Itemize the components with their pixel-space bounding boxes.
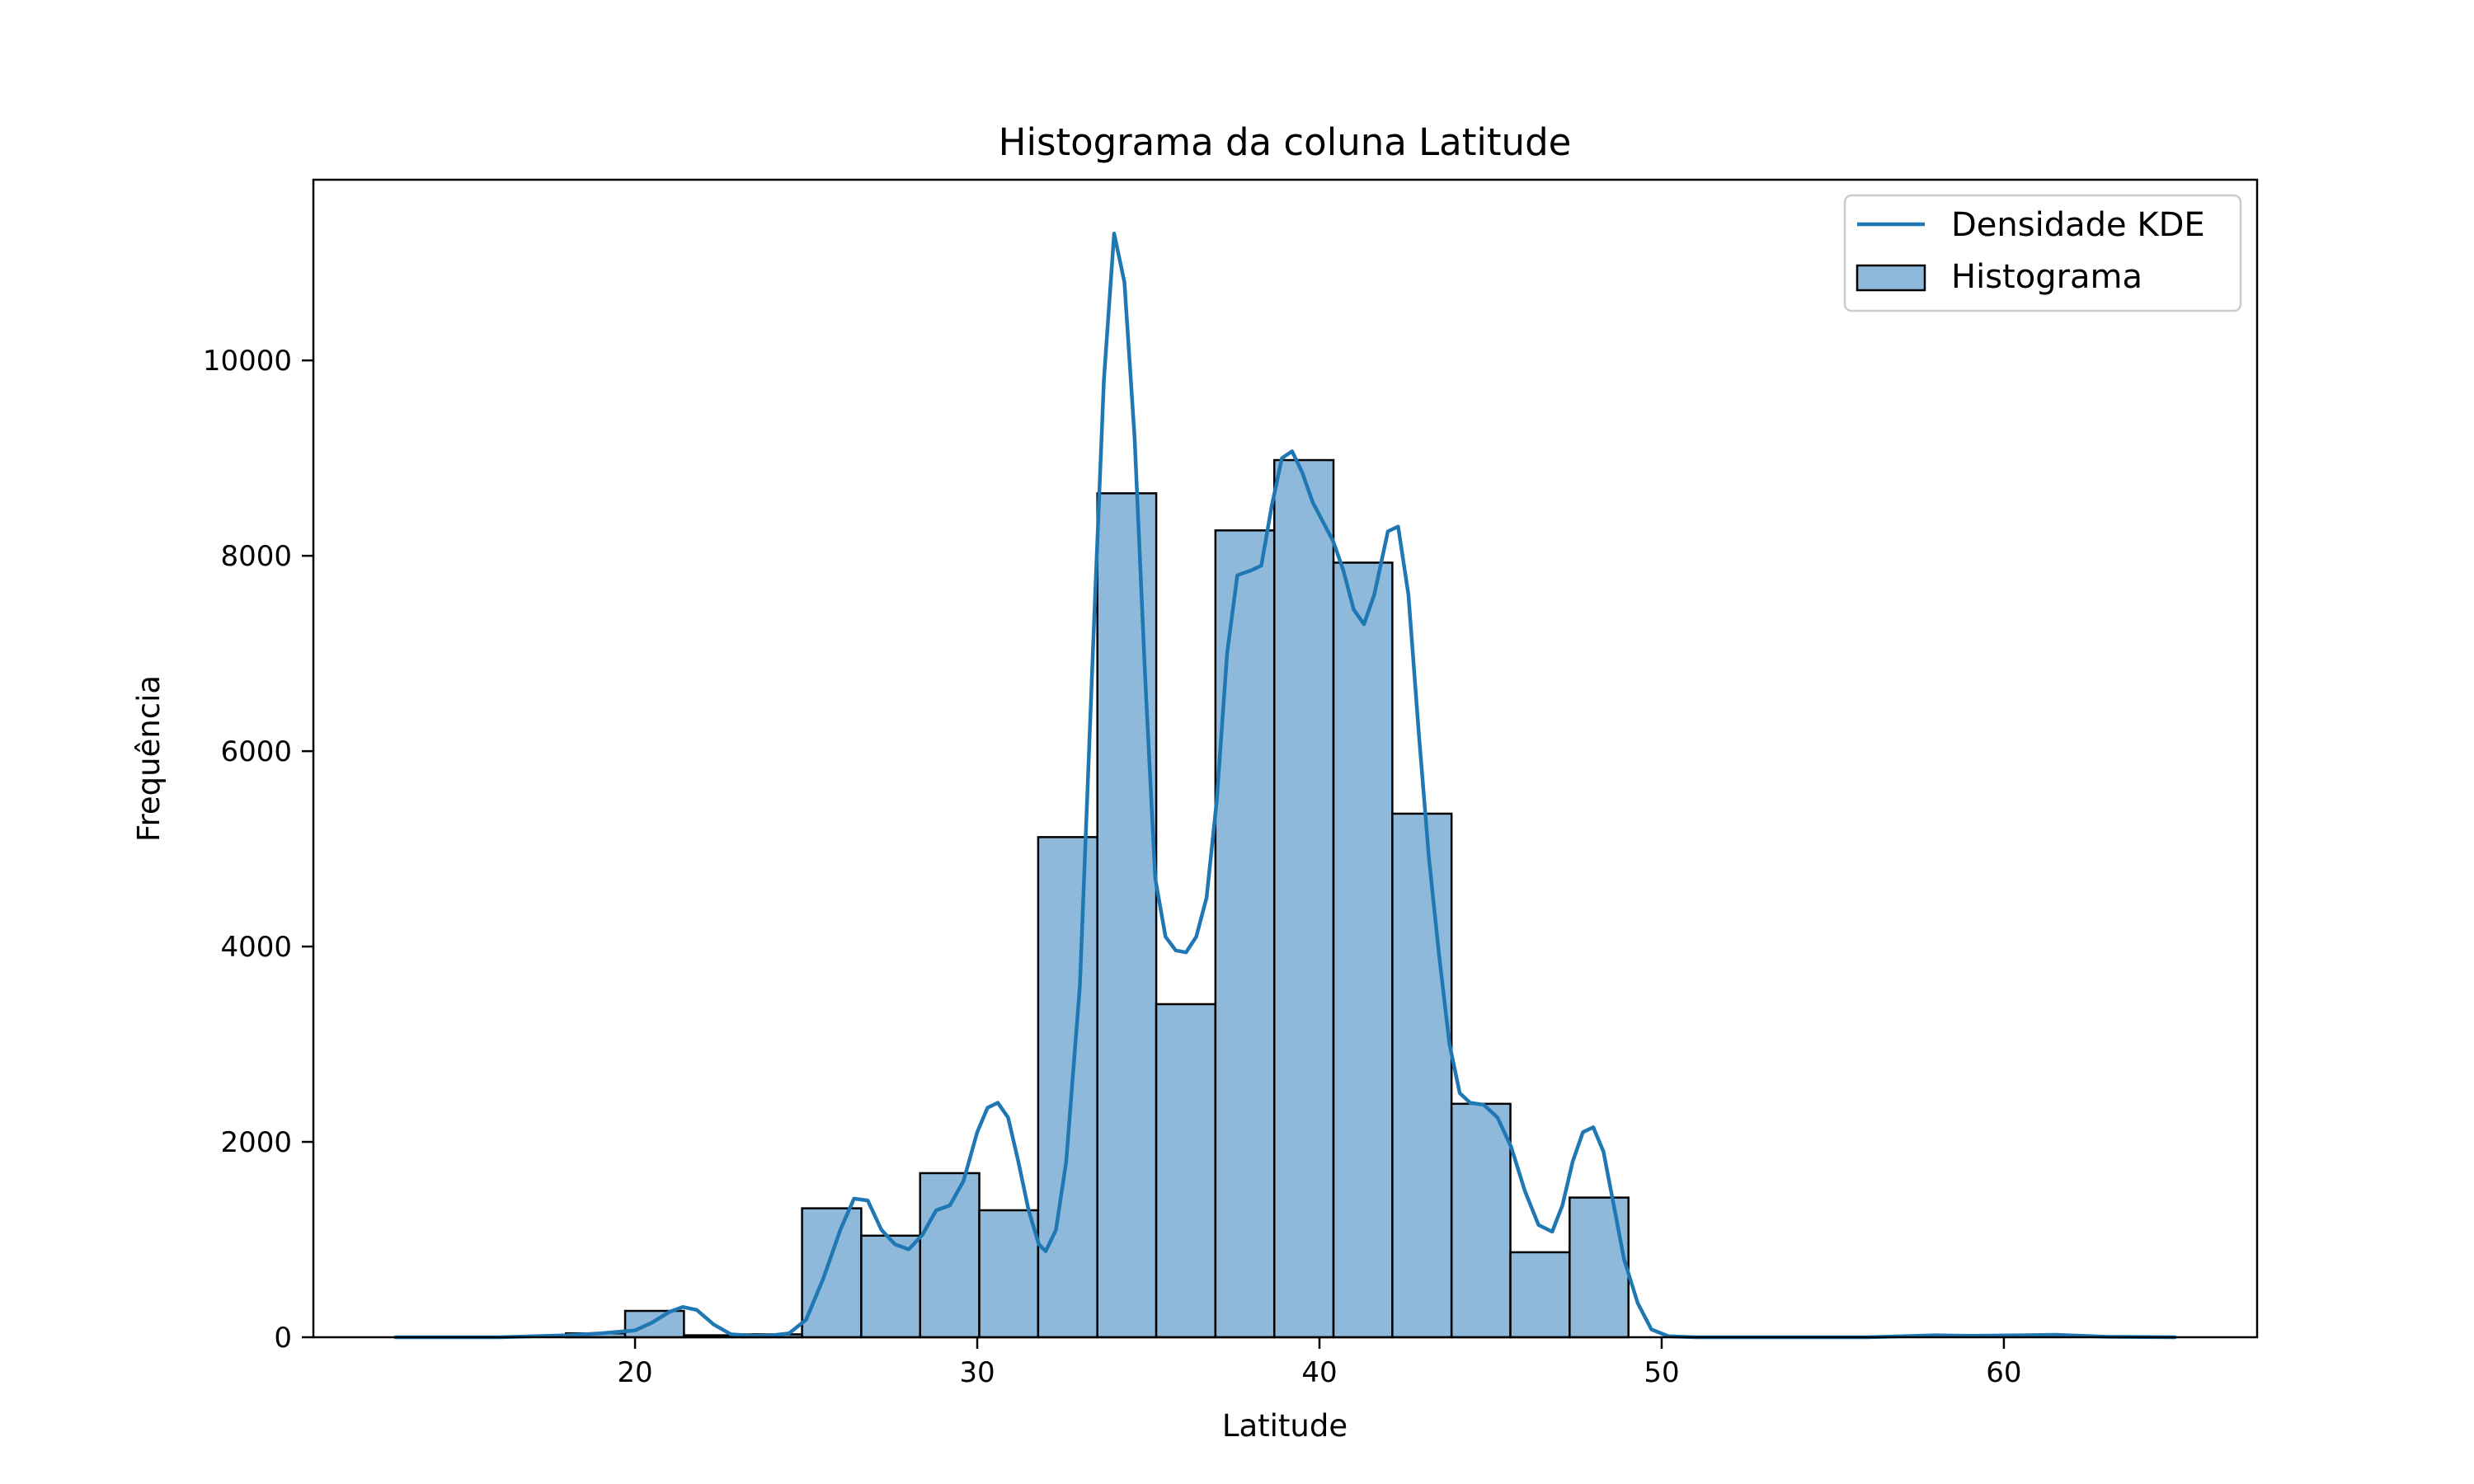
x-axis: 20 30 40 50 60 bbox=[617, 1337, 2022, 1389]
histogram-bar bbox=[1272, 458, 1335, 1339]
x-tick-label: 30 bbox=[959, 1356, 995, 1389]
x-tick-label: 20 bbox=[617, 1356, 652, 1389]
x-axis-label: Latitude bbox=[1222, 1408, 1348, 1444]
y-tick-label: 2000 bbox=[220, 1126, 292, 1159]
histogram-bar bbox=[919, 1172, 981, 1339]
histogram-bars bbox=[564, 458, 1630, 1339]
x-tick-label: 60 bbox=[1986, 1356, 2021, 1389]
histogram-bar bbox=[801, 1207, 863, 1339]
histogram-bar bbox=[1569, 1196, 1630, 1339]
y-tick-label: 10000 bbox=[203, 345, 292, 378]
histogram-bar bbox=[1096, 492, 1158, 1339]
y-axis: 0 2000 4000 6000 8000 10000 bbox=[203, 345, 313, 1355]
x-tick-label: 50 bbox=[1644, 1356, 1679, 1389]
x-tick-label: 40 bbox=[1301, 1356, 1337, 1389]
histogram-bar bbox=[1332, 561, 1394, 1339]
legend-box bbox=[1843, 194, 2242, 312]
legend-label-kde: Densidade KDE bbox=[1951, 206, 2205, 244]
kde-density-line bbox=[393, 231, 2177, 1340]
histogram-bar bbox=[860, 1234, 921, 1339]
histogram-bar bbox=[1391, 812, 1453, 1339]
legend: Densidade KDE Histograma bbox=[1843, 194, 2242, 312]
histogram-bar bbox=[1509, 1251, 1571, 1339]
histogram-bar bbox=[1155, 1003, 1217, 1339]
histogram-bar bbox=[623, 1309, 685, 1339]
histogram-bar bbox=[1450, 1102, 1512, 1339]
chart-title: Histograma da coluna Latitude bbox=[999, 120, 1572, 164]
y-tick-label: 0 bbox=[274, 1322, 292, 1355]
legend-label-histogram: Histograma bbox=[1951, 258, 2142, 296]
y-axis-label: Frequência bbox=[131, 675, 167, 842]
histogram-bar bbox=[978, 1209, 1040, 1339]
y-tick-label: 8000 bbox=[220, 540, 292, 573]
legend-histogram-swatch bbox=[1856, 264, 1926, 292]
y-tick-label: 4000 bbox=[220, 931, 292, 964]
y-tick-label: 6000 bbox=[220, 735, 292, 768]
histogram-bar bbox=[1037, 836, 1098, 1339]
plot-area-frame bbox=[312, 178, 2259, 1339]
histogram-bar bbox=[1214, 529, 1276, 1339]
